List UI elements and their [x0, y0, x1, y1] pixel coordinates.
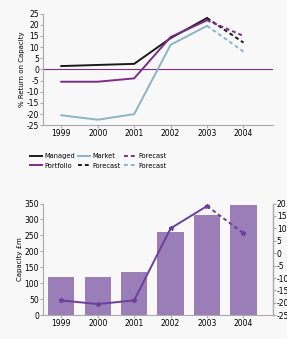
- Bar: [194, 215, 220, 315]
- Bar: [230, 205, 257, 315]
- Y-axis label: % Return on Capacity: % Return on Capacity: [19, 32, 25, 107]
- Bar: [121, 272, 147, 315]
- Bar: [48, 277, 74, 315]
- Y-axis label: Capacity £m: Capacity £m: [17, 238, 23, 281]
- Legend: Managed, Portfolio, Market, Forecast, Forecast, Forecast: Managed, Portfolio, Market, Forecast, Fo…: [30, 153, 166, 168]
- Bar: [158, 232, 184, 315]
- Bar: [85, 277, 111, 315]
